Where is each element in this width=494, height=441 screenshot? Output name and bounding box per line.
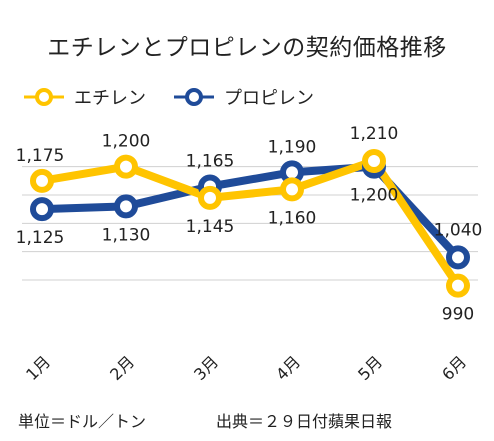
x-tick-label: 5月 (354, 352, 386, 384)
data-label-ethylene: 1,210 (350, 124, 399, 144)
x-tick-label: 4月 (272, 352, 304, 384)
unit-note: 単位＝ドル／トン (18, 412, 147, 431)
data-label-propylene: 1,200 (350, 186, 399, 206)
data-labels: 1,175 1,200 1,145 1,160 1,210 990 1,125 1,130 1,… (16, 124, 483, 325)
x-tick-label: 1月 (22, 352, 54, 384)
data-label-ethylene: 1,145 (186, 217, 235, 237)
point-ethylene (198, 185, 222, 210)
point-ethylene (446, 273, 470, 298)
point-ethylene (30, 168, 54, 193)
data-label-ethylene: 1,175 (16, 146, 65, 166)
legend-marker-propylene (174, 88, 214, 106)
point-ethylene (280, 177, 304, 202)
series-lines (38, 157, 462, 290)
legend-label-ethylene: エチレン (74, 88, 146, 109)
source-note: 出典＝２９日付蘋果日報 (216, 412, 393, 431)
x-tick-label: 3月 (190, 352, 222, 384)
legend-item-ethylene: エチレン (22, 84, 146, 110)
legend-label-propylene: プロピレン (224, 88, 314, 109)
point-propylene (446, 245, 470, 270)
data-points (30, 149, 470, 298)
legend: エチレン プロピレン (22, 82, 340, 112)
point-propylene (114, 194, 138, 219)
point-propylene (30, 197, 54, 222)
data-label-propylene: 1,190 (268, 137, 317, 157)
x-tick-label: 6月 (438, 352, 470, 384)
chart-title: エチレンとプロピレンの契約価格推移 (47, 35, 447, 61)
data-label-propylene: 1,125 (16, 228, 65, 248)
point-ethylene (114, 154, 138, 179)
data-label-propylene: 1,165 (186, 152, 235, 172)
data-label-ethylene: 990 (442, 305, 474, 325)
data-label-ethylene: 1,160 (268, 208, 317, 228)
data-label-propylene: 1,130 (102, 225, 151, 245)
x-axis-ticks: 1月 2月 3月 4月 5月 6月 (22, 352, 470, 384)
legend-item-propylene: プロピレン (172, 84, 314, 110)
point-ethylene (362, 149, 386, 173)
x-tick-label: 2月 (106, 352, 138, 384)
legend-marker-ethylene (24, 88, 64, 106)
series-line-ethylene (38, 157, 462, 290)
data-label-propylene: 1,040 (434, 220, 483, 240)
data-label-ethylene: 1,200 (102, 132, 151, 152)
gridlines (22, 166, 478, 281)
